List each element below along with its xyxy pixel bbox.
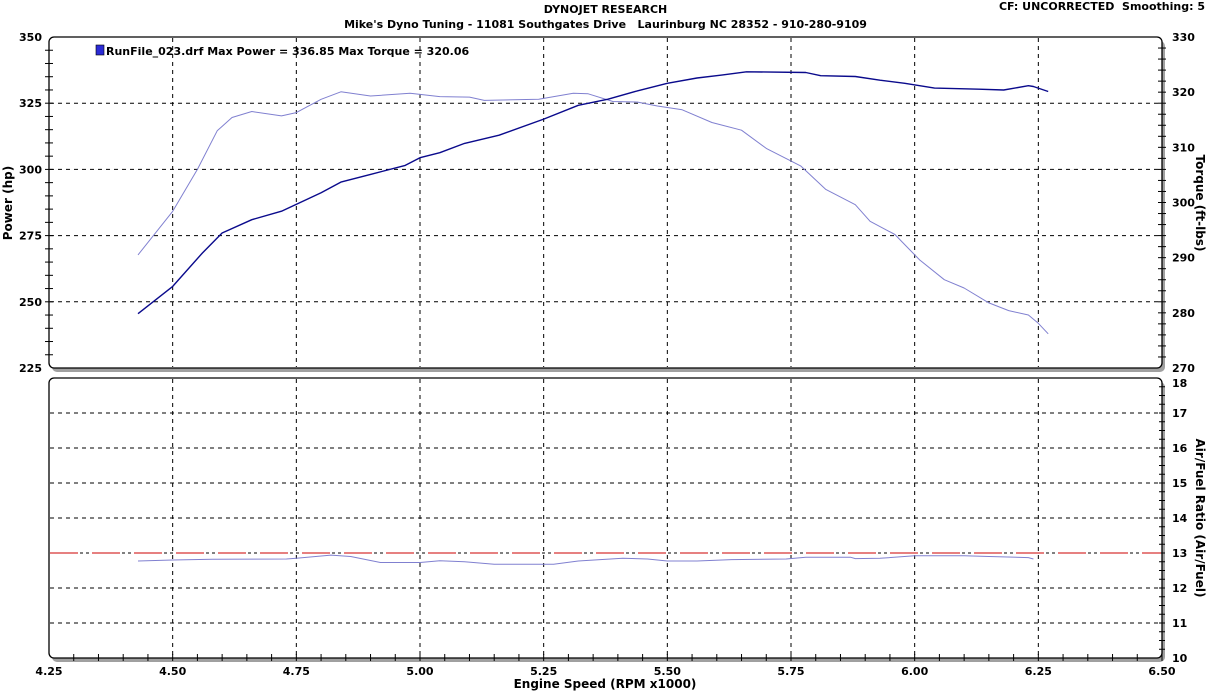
afr-tick-label: 16 bbox=[1172, 442, 1188, 455]
afr-tick-label: 18 bbox=[1172, 377, 1187, 390]
torque-axis-title: Torque (ft-lbs) bbox=[1193, 155, 1207, 252]
torque-tick-label: 290 bbox=[1172, 252, 1195, 265]
power-curve bbox=[137, 71, 1049, 315]
power-tick-label: 300 bbox=[19, 163, 42, 176]
air-fuel-ratio-curve bbox=[137, 554, 1034, 565]
power-tick-label: 225 bbox=[19, 362, 42, 375]
power-tick-label: 350 bbox=[19, 31, 42, 44]
x-tick-label: 4.25 bbox=[35, 665, 62, 678]
torque-tick-label: 270 bbox=[1172, 362, 1195, 375]
power-tick-label: 325 bbox=[19, 97, 42, 110]
afr-tick-label: 12 bbox=[1172, 582, 1187, 595]
x-tick-label: 6.50 bbox=[1148, 665, 1175, 678]
power-torque-panel-frame bbox=[48, 36, 1163, 369]
torque-tick-label: 310 bbox=[1172, 141, 1195, 154]
afr-tick-label: 14 bbox=[1172, 512, 1188, 525]
x-tick-label: 5.25 bbox=[530, 665, 557, 678]
afr-tick-label: 17 bbox=[1172, 407, 1187, 420]
afr-tick-label: 11 bbox=[1172, 617, 1187, 630]
correction-smoothing-info: CF: UNCORRECTED Smoothing: 5 bbox=[998, 0, 1205, 13]
torque-tick-label: 330 bbox=[1172, 31, 1195, 44]
x-tick-label: 6.00 bbox=[901, 665, 928, 678]
x-tick-label: 5.00 bbox=[406, 665, 433, 678]
torque-curve bbox=[137, 91, 1049, 335]
legend-swatch bbox=[95, 44, 105, 56]
afr-tick-label: 13 bbox=[1172, 547, 1187, 560]
power-axis-title: Power (hp) bbox=[1, 166, 15, 240]
torque-tick-label: 280 bbox=[1172, 307, 1195, 320]
x-tick-label: 4.50 bbox=[159, 665, 186, 678]
afr-tick-label: 15 bbox=[1172, 477, 1187, 490]
torque-tick-label: 320 bbox=[1172, 86, 1195, 99]
torque-tick-label: 300 bbox=[1172, 197, 1195, 210]
x-axis-title: Engine Speed (RPM x1000) bbox=[514, 677, 697, 691]
power-tick-label: 250 bbox=[19, 296, 42, 309]
x-tick-label: 5.75 bbox=[777, 665, 804, 678]
shop-info: Mike's Dyno Tuning - 11081 Southgates Dr… bbox=[344, 18, 867, 31]
x-tick-label: 4.75 bbox=[283, 665, 310, 678]
afr-axis-title: Air/Fuel Ratio (Air/Fuel) bbox=[1193, 439, 1207, 598]
chart-title: DYNOJET RESEARCH bbox=[543, 3, 668, 16]
afr-tick-label: 10 bbox=[1172, 652, 1188, 665]
x-tick-label: 6.25 bbox=[1025, 665, 1052, 678]
x-tick-label: 5.50 bbox=[654, 665, 681, 678]
legend-label: RunFile_023.drf Max Power = 336.85 Max T… bbox=[106, 45, 469, 58]
power-tick-label: 275 bbox=[19, 230, 42, 243]
